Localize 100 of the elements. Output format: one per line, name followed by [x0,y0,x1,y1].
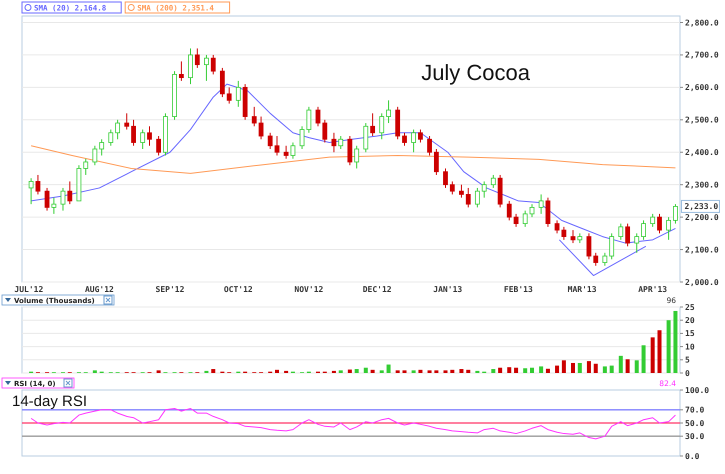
candlestick [506,200,512,221]
candlestick [300,126,304,150]
bar [402,370,407,373]
bar [498,368,502,373]
bar [491,369,496,373]
candlestick [570,230,576,244]
candlestick [274,136,280,156]
candlestick [131,119,136,146]
candlestick [252,106,257,127]
bar [570,362,575,373]
bar [666,320,671,373]
candlestick [156,136,162,156]
x-tick-label: JAN'13 [433,285,462,294]
bar [673,310,678,373]
candlestick [92,145,98,166]
bar [450,370,454,373]
y-tick-label: 2,400.0 [685,148,719,158]
line-series [30,408,676,440]
y-tick-label: 2,500.0 [685,116,719,125]
x-tick-label: DEC'12 [362,285,392,294]
candlestick [386,100,391,124]
candlestick [554,220,560,234]
candlestick [522,210,528,228]
candlestick [450,180,455,195]
candlestick [379,112,384,140]
candlestick [322,119,328,144]
bar [412,370,416,373]
annotation: 14-day RSI [12,393,88,410]
candlestick [538,194,544,214]
x-tick-label: NOV'12 [294,285,324,294]
candlestick [490,174,496,188]
bar [443,370,448,373]
candlestick [482,180,487,198]
bar [380,370,384,373]
candlestick [650,213,656,228]
annotation: 2,233.0 [684,202,718,212]
candlestick [194,48,200,68]
bar [354,369,359,373]
bar [466,370,470,373]
bar [386,364,391,373]
bar [618,356,623,373]
x-tick-label: OCT'12 [224,285,253,294]
x-tick-label: JUL'12 [14,285,44,294]
candlestick [514,213,518,228]
y-tick-label: 25 [685,302,695,312]
candlestick [370,112,376,137]
y-tick-label: 100.0 [685,386,710,395]
candlestick [236,80,241,108]
candlestick [220,67,225,98]
candlestick [108,129,114,146]
bar [562,360,566,373]
y-tick-label: 20 [685,316,695,325]
candlestick [36,174,40,195]
y-tick-label: 10 [685,342,695,352]
y-tick-label: 2,800.0 [685,18,719,28]
candlestick [609,232,614,260]
candlestick [459,184,464,198]
y-tick-label: 70.0 [685,406,704,415]
bar [428,370,432,373]
line-series [30,145,676,174]
bar [364,368,368,373]
candlestick [561,226,566,240]
candlestick [51,197,56,214]
bar [578,362,582,373]
x-tick-label: SEP'12 [156,285,185,294]
candlestick [347,136,352,166]
text: July Cocoa [421,60,531,85]
candlestick [618,223,624,240]
x-tick-label: FEB'13 [504,285,533,294]
candlestick [60,187,66,212]
bar [92,370,97,373]
candlestick [625,223,630,247]
candlestick [83,158,88,176]
x-tick-label: APR'13 [638,285,668,294]
candlestick [338,136,344,150]
candlestick [634,232,640,254]
candlestick [316,106,320,127]
candlestick [258,116,264,140]
candlestick [204,54,209,82]
bar [658,330,662,373]
candlestick [306,106,312,134]
candlestick [657,213,662,234]
y-tick-label: 50.0 [685,418,704,428]
bar [626,359,630,373]
candlestick [188,48,193,85]
candlestick [593,252,598,266]
candlestick [67,180,72,205]
bar [642,345,646,373]
y-tick-label: 0.0 [685,452,700,461]
bar [586,361,591,373]
bar [530,368,534,373]
y-tick-label: 0 [685,368,690,378]
candlestick [140,129,146,150]
bar [274,370,280,373]
candlestick [28,178,34,205]
bar [523,368,528,373]
candlestick [226,86,232,104]
candlestick [602,252,608,266]
bar [610,366,614,373]
x-tick-label: AUG'12 [84,285,114,294]
